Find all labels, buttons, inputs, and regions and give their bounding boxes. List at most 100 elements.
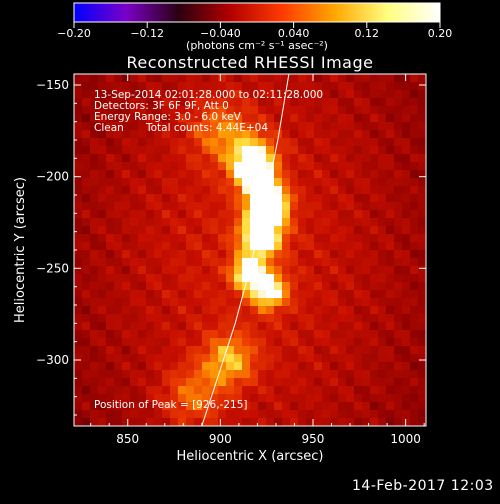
heatmap-cell [210, 330, 219, 339]
heatmap-cell [266, 362, 275, 371]
heatmap-cell [362, 74, 371, 83]
heatmap-cell [330, 370, 339, 379]
heatmap-cell [274, 418, 283, 426]
heatmap-cell [154, 338, 163, 347]
heatmap-cell [394, 322, 403, 331]
heatmap-cell [362, 170, 371, 179]
heatmap-cell [338, 314, 347, 323]
heatmap-cell [386, 274, 395, 283]
heatmap-cell [266, 402, 275, 411]
heatmap-cell [154, 418, 163, 426]
heatmap-cell [226, 314, 235, 323]
heatmap-cell [306, 218, 315, 227]
heatmap-cell [378, 258, 387, 267]
heatmap-cell [402, 186, 411, 195]
heatmap-cell [106, 314, 115, 323]
heatmap-cell [82, 258, 91, 267]
heatmap-cell [386, 314, 395, 323]
heatmap-cell [322, 282, 331, 291]
heatmap-cell [282, 218, 291, 227]
heatmap-cell [354, 410, 363, 419]
heatmap-cell [338, 290, 347, 299]
heatmap-cell [322, 354, 331, 363]
heatmap-cell [354, 362, 363, 371]
heatmap-cell [386, 154, 395, 163]
heatmap-cell [186, 122, 195, 131]
heatmap-cell [202, 274, 211, 283]
heatmap-cell [210, 370, 219, 379]
heatmap-cell [322, 186, 331, 195]
heatmap-cell [322, 330, 331, 339]
heatmap-cell [226, 218, 235, 227]
heatmap-cell [402, 178, 411, 187]
heatmap-cell [130, 74, 139, 83]
heatmap-cell [122, 362, 131, 371]
heatmap-cell [418, 210, 426, 219]
heatmap-cell [130, 98, 139, 107]
heatmap-cell [242, 330, 251, 339]
heatmap-cell [90, 378, 99, 387]
heatmap-cell [226, 154, 235, 163]
heatmap-cell [378, 98, 387, 107]
heatmap-cell [306, 154, 315, 163]
heatmap-cell [306, 74, 315, 83]
heatmap-cell [266, 298, 275, 307]
heatmap-cell [362, 154, 371, 163]
heatmap-cell [370, 354, 379, 363]
colorbar-tick-label: 0.040 [278, 27, 310, 40]
heatmap-cell [274, 186, 283, 195]
heatmap-cell [178, 242, 187, 251]
heatmap-cell [106, 402, 115, 411]
heatmap-cell [202, 306, 211, 315]
heatmap-cell [402, 114, 411, 123]
heatmap-cell [322, 234, 331, 243]
heatmap-cell [90, 98, 99, 107]
heatmap-cell [162, 106, 171, 115]
heatmap-cell [378, 202, 387, 211]
annotation-clean: Clean [94, 122, 124, 134]
heatmap-cell [370, 154, 379, 163]
heatmap-cell [378, 170, 387, 179]
heatmap-cell [82, 226, 91, 235]
heatmap-cell [202, 354, 211, 363]
heatmap-cell [346, 338, 355, 347]
heatmap-cell [274, 242, 283, 251]
heatmap-cell [74, 338, 83, 347]
heatmap-cell [386, 322, 395, 331]
heatmap-cell [98, 322, 107, 331]
heatmap-cell [98, 234, 107, 243]
heatmap-cell [154, 370, 163, 379]
heatmap-cell [170, 282, 179, 291]
heatmap-cell [106, 266, 115, 275]
heatmap-cell [314, 362, 323, 371]
heatmap-cell [298, 130, 307, 139]
heatmap-cell [154, 378, 163, 387]
heatmap-cell [90, 266, 99, 275]
heatmap-cell [130, 106, 139, 115]
heatmap-cell [162, 114, 171, 123]
heatmap-cell [226, 298, 235, 307]
heatmap-cell [418, 266, 426, 275]
heatmap-cell [298, 314, 307, 323]
heatmap-cell [306, 290, 315, 299]
heatmap-cell [418, 162, 426, 171]
heatmap-cell [410, 274, 419, 283]
heatmap-cell [282, 322, 291, 331]
heatmap-cell [330, 354, 339, 363]
heatmap-cell [162, 354, 171, 363]
heatmap-cell [346, 306, 355, 315]
heatmap-cell [234, 402, 243, 411]
heatmap-cell [74, 138, 83, 147]
heatmap-cell [130, 234, 139, 243]
heatmap-cell [98, 402, 107, 411]
heatmap-cell [386, 354, 395, 363]
heatmap-cell [90, 274, 99, 283]
heatmap-cell [306, 354, 315, 363]
heatmap-cell [82, 274, 91, 283]
heatmap-cell [122, 106, 131, 115]
heatmap-cell [74, 314, 83, 323]
heatmap-cell [298, 170, 307, 179]
heatmap-cell [250, 122, 259, 131]
heatmap-cell [226, 90, 235, 99]
heatmap-cell [298, 258, 307, 267]
